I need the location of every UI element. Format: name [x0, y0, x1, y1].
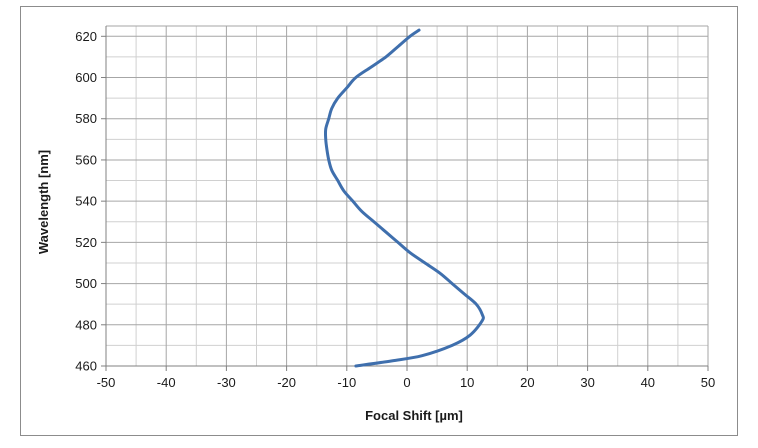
y-tick-label: 540 [75, 194, 97, 209]
y-tick-label: 580 [75, 111, 97, 126]
x-tick-label: 50 [701, 375, 715, 390]
axes [101, 26, 709, 371]
y-tick-label: 480 [75, 317, 97, 332]
y-axis-title: Wavelength [nm] [36, 150, 51, 254]
y-tick-labels: 460 480 500 520 540 560 580 600 620 [75, 29, 97, 374]
y-tick-label: 620 [75, 29, 97, 44]
x-tick-label: -30 [217, 375, 236, 390]
y-tick-label: 520 [75, 235, 97, 250]
x-tick-labels: -50 -40 -30 -20 -10 0 10 20 30 40 50 [97, 375, 716, 390]
x-tick-label: -50 [97, 375, 116, 390]
y-tick-label: 460 [75, 359, 97, 374]
x-axis-title: Focal Shift [µm] [365, 408, 463, 423]
y-tick-label: 500 [75, 276, 97, 291]
y-tick-label: 560 [75, 152, 97, 167]
x-tick-label: 20 [520, 375, 534, 390]
x-tick-label: -20 [277, 375, 296, 390]
x-tick-label: 10 [460, 375, 474, 390]
x-tick-label: 30 [580, 375, 594, 390]
y-tick-label: 600 [75, 70, 97, 85]
x-tick-label: -10 [337, 375, 356, 390]
chart-frame [20, 6, 738, 436]
x-tick-label: -40 [157, 375, 176, 390]
x-tick-label: 0 [403, 375, 410, 390]
series-layer [323, 28, 485, 368]
x-tick-label: 40 [641, 375, 655, 390]
focal-shift-series-line [323, 28, 485, 368]
